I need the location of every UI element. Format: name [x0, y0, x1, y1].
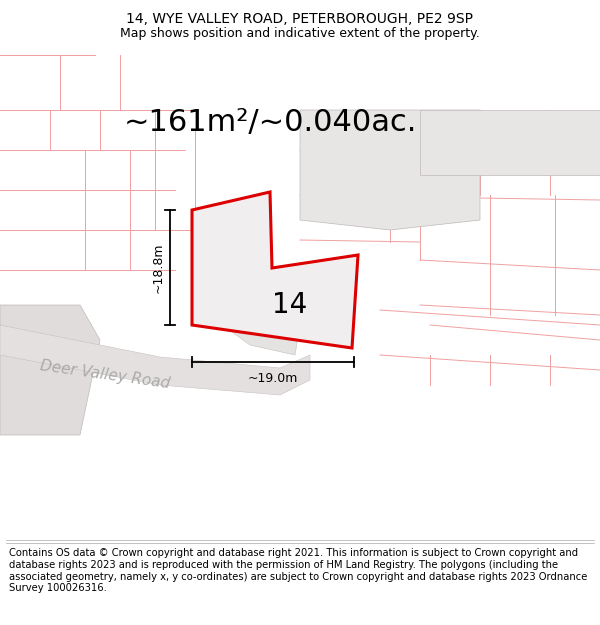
Text: Deer Valley Road: Deer Valley Road [39, 359, 171, 391]
Text: ~161m²/~0.040ac.: ~161m²/~0.040ac. [124, 107, 416, 136]
Polygon shape [0, 305, 100, 435]
Polygon shape [420, 110, 600, 175]
Text: Map shows position and indicative extent of the property.: Map shows position and indicative extent… [120, 27, 480, 39]
Text: 14, WYE VALLEY ROAD, PETERBOROUGH, PE2 9SP: 14, WYE VALLEY ROAD, PETERBOROUGH, PE2 9… [127, 12, 473, 26]
Text: Contains OS data © Crown copyright and database right 2021. This information is : Contains OS data © Crown copyright and d… [9, 549, 587, 593]
Polygon shape [195, 280, 300, 355]
Polygon shape [0, 325, 310, 395]
Text: 14: 14 [272, 291, 308, 319]
Polygon shape [192, 192, 358, 348]
Polygon shape [300, 110, 480, 230]
Text: ~19.0m: ~19.0m [248, 372, 298, 385]
Text: ~18.8m: ~18.8m [152, 242, 165, 292]
